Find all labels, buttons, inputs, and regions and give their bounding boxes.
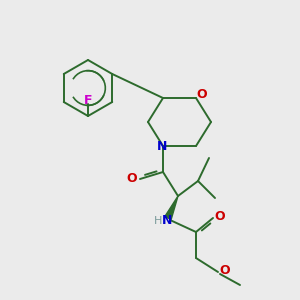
Text: O: O <box>127 172 137 185</box>
Text: O: O <box>215 209 225 223</box>
Polygon shape <box>165 196 178 219</box>
Text: N: N <box>157 140 167 154</box>
Text: O: O <box>197 88 207 101</box>
Text: O: O <box>220 265 230 278</box>
Text: H: H <box>154 216 162 226</box>
Text: F: F <box>84 94 92 107</box>
Text: N: N <box>162 214 172 227</box>
